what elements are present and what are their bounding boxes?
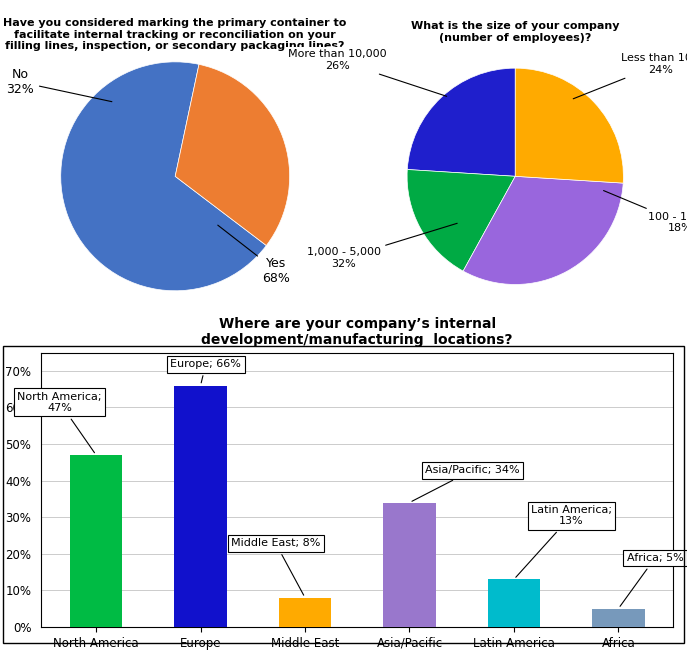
Wedge shape xyxy=(60,62,267,291)
Text: North America;
47%: North America; 47% xyxy=(17,392,102,453)
Wedge shape xyxy=(407,170,515,271)
Text: Middle East; 8%: Middle East; 8% xyxy=(231,539,320,595)
Text: Asia/Pacific; 34%: Asia/Pacific; 34% xyxy=(412,466,519,502)
Text: Yes
68%: Yes 68% xyxy=(218,225,290,285)
Text: Latin America;
13%: Latin America; 13% xyxy=(516,505,612,577)
Bar xyxy=(488,579,540,627)
Text: No
32%: No 32% xyxy=(6,68,112,102)
Text: What is the size of your company
(number of employees)?: What is the size of your company (number… xyxy=(411,22,620,43)
Bar xyxy=(174,385,227,627)
Text: Less than 100
24%: Less than 100 24% xyxy=(573,54,687,99)
Text: Have you considered marking the primary container to
facilitate internal trackin: Have you considered marking the primary … xyxy=(3,18,347,52)
Title: Where are your company’s internal
development/manufacturing  locations?: Where are your company’s internal develo… xyxy=(201,317,513,347)
Bar xyxy=(383,503,436,627)
Text: 100 - 1,000
18%: 100 - 1,000 18% xyxy=(604,191,687,233)
Wedge shape xyxy=(515,68,623,183)
Text: More than 10,000
26%: More than 10,000 26% xyxy=(288,50,447,96)
Text: Europe; 66%: Europe; 66% xyxy=(170,359,241,383)
Bar xyxy=(70,455,122,627)
Wedge shape xyxy=(175,65,290,246)
Wedge shape xyxy=(463,176,623,285)
Bar xyxy=(279,597,331,627)
Wedge shape xyxy=(407,68,515,176)
Bar xyxy=(592,609,644,627)
Text: Africa; 5%: Africa; 5% xyxy=(620,553,684,607)
Text: 1,000 - 5,000
32%: 1,000 - 5,000 32% xyxy=(307,223,457,269)
